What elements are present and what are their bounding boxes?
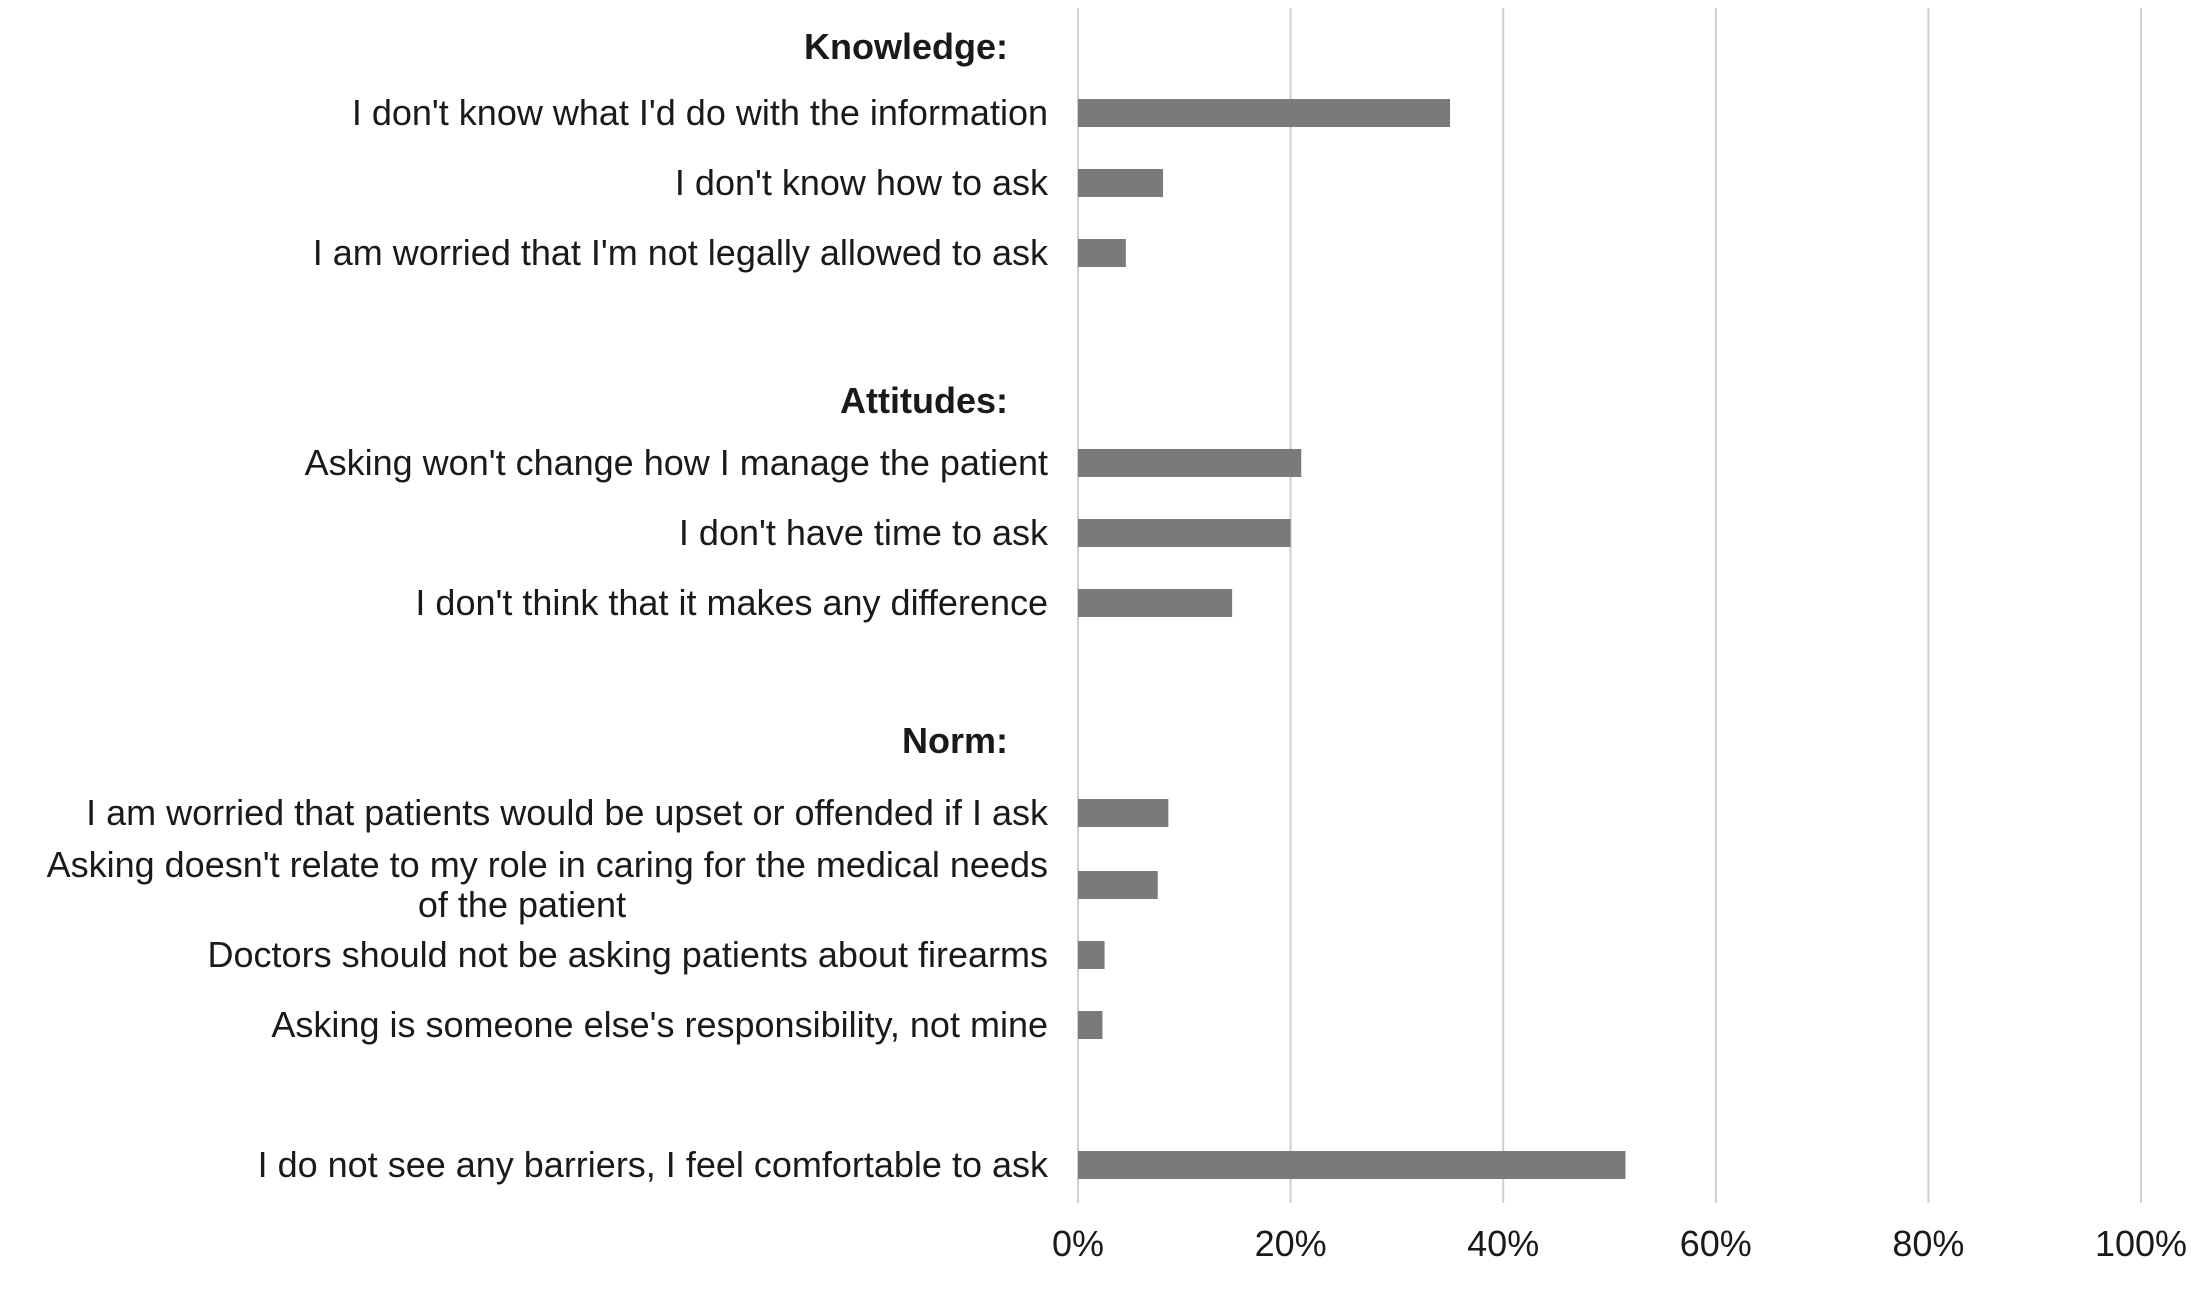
category-labels: Knowledge: I don't know what I'd do with … [47, 26, 1049, 1185]
category-label: Asking doesn't relate to my role in cari… [47, 844, 1048, 885]
category-label: Asking won't change how I manage the pat… [305, 442, 1048, 483]
x-axis-tick-labels: 0% 20% 40% 60% 80% 100% [1052, 1223, 2187, 1264]
bar [1078, 519, 1291, 547]
x-tick-label: 80% [1892, 1223, 1964, 1264]
bar [1078, 1011, 1103, 1039]
category-label: I am worried that I'm not legally allowe… [313, 232, 1049, 273]
category-label: I don't know what I'd do with the inform… [352, 92, 1048, 133]
bar [1078, 1151, 1626, 1179]
bars [1078, 99, 1626, 1179]
bar [1078, 169, 1164, 197]
category-label: I do not see any barriers, I feel comfor… [258, 1144, 1049, 1185]
x-tick-label: 100% [2095, 1223, 2187, 1264]
x-tick-label: 0% [1052, 1223, 1104, 1264]
category-label: I don't have time to ask [679, 512, 1049, 553]
category-label: I am worried that patients would be upse… [86, 792, 1049, 833]
bar [1078, 239, 1126, 267]
category-label: I don't know how to ask [675, 162, 1049, 203]
bar [1078, 941, 1105, 969]
x-tick-label: 40% [1467, 1223, 1539, 1264]
x-tick-label: 20% [1255, 1223, 1327, 1264]
group-header: Attitudes: [840, 380, 1008, 421]
bar [1078, 449, 1302, 477]
category-label: Doctors should not be asking patients ab… [208, 934, 1048, 975]
bar [1078, 589, 1233, 617]
x-tick-label: 60% [1680, 1223, 1752, 1264]
gridlines [1077, 8, 2142, 1203]
category-label: I don't think that it makes any differen… [415, 582, 1048, 623]
bar [1078, 871, 1158, 899]
group-header: Norm: [902, 720, 1008, 761]
group-header: Knowledge: [804, 26, 1008, 67]
category-label: of the patient [418, 884, 626, 925]
bar [1078, 99, 1451, 127]
bar [1078, 799, 1169, 827]
category-label: Asking is someone else's responsibility,… [271, 1004, 1048, 1045]
